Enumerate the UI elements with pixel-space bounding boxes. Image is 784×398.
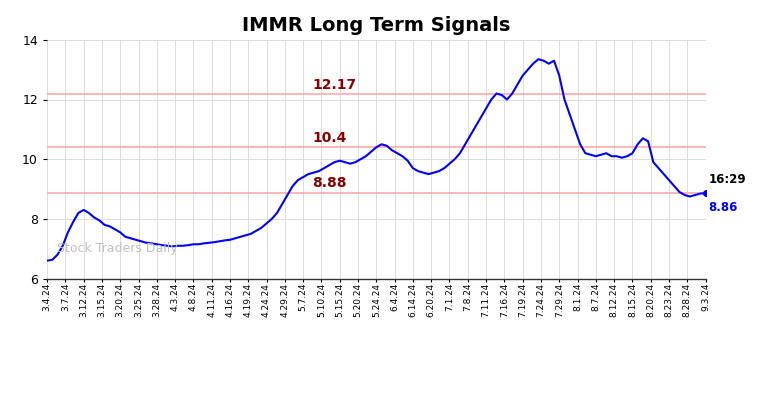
Text: Stock Traders Daily: Stock Traders Daily bbox=[57, 242, 177, 255]
Text: 8.88: 8.88 bbox=[313, 176, 347, 190]
Title: IMMR Long Term Signals: IMMR Long Term Signals bbox=[242, 16, 510, 35]
Text: 16:29: 16:29 bbox=[708, 173, 746, 186]
Text: 12.17: 12.17 bbox=[313, 78, 357, 92]
Text: 10.4: 10.4 bbox=[313, 131, 347, 145]
Text: 8.86: 8.86 bbox=[708, 201, 738, 214]
